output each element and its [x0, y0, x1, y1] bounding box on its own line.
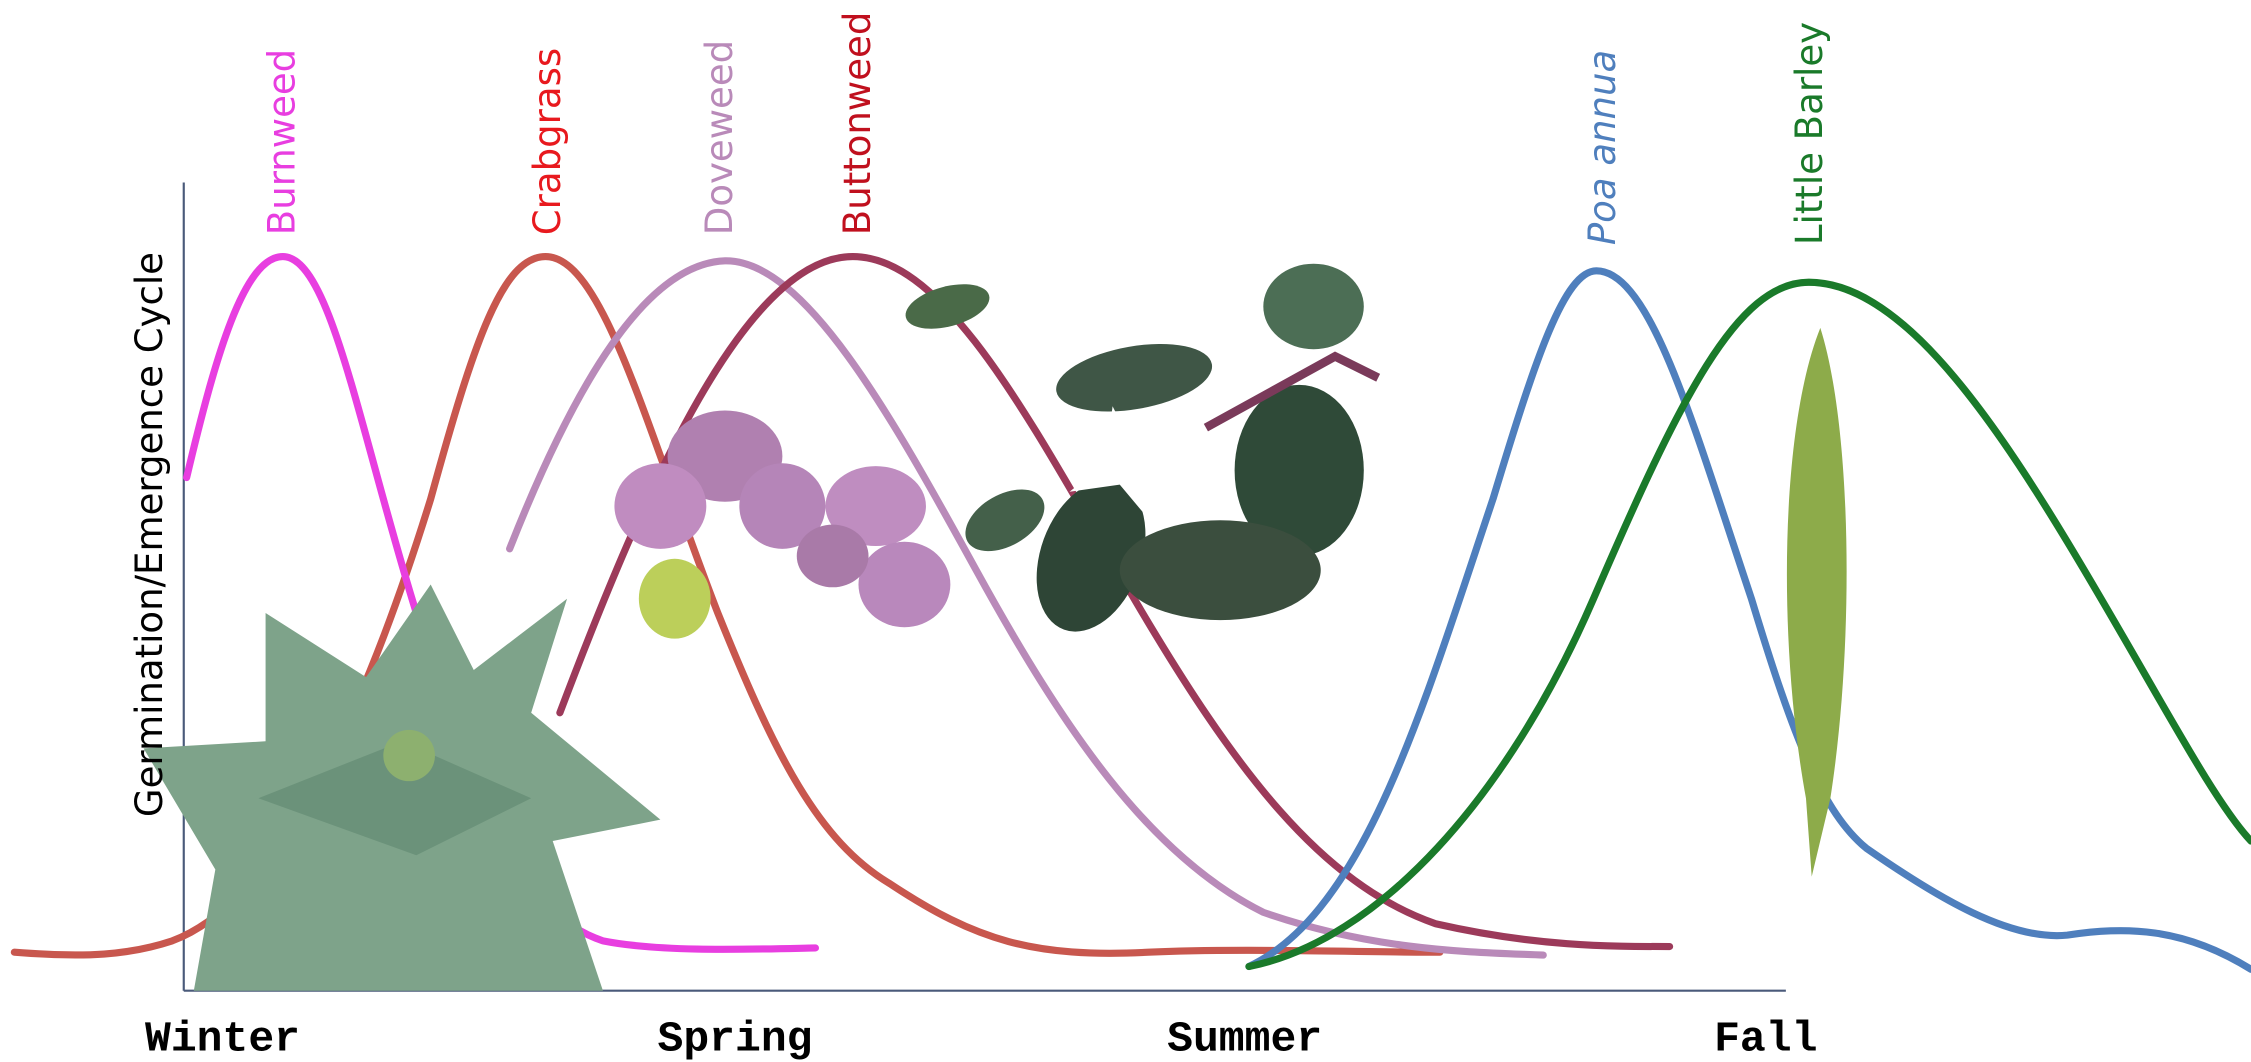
curve-label: Burnweed	[259, 49, 303, 235]
curve-label: Little Barley	[1787, 22, 1831, 245]
y-axis-label: Germination/Emergence Cycle	[127, 252, 171, 817]
doveweed-photo	[614, 411, 950, 639]
season-label: Fall	[1714, 1015, 1817, 1062]
season-label: Winter	[145, 1015, 300, 1062]
page: Germination/Emergence Cycle Burnweed Cra…	[0, 0, 2251, 1062]
poa-annua-curve	[1249, 271, 2251, 969]
season-label: Spring	[657, 1015, 812, 1062]
curve-label: Doveweed	[697, 40, 741, 235]
chart: Germination/Emergence Cycle Burnweed Cra…	[0, 0, 2251, 1062]
curve-label: Crabgrass	[525, 48, 569, 235]
season-label: Summer	[1167, 1015, 1322, 1062]
little-barley-photo	[1787, 328, 1847, 877]
little-barley-curve	[1249, 282, 2251, 966]
curve-label: Poa annua	[1580, 50, 1624, 245]
buttonweed-photo	[901, 264, 1378, 647]
curve-label: Buttonweed	[835, 12, 879, 236]
